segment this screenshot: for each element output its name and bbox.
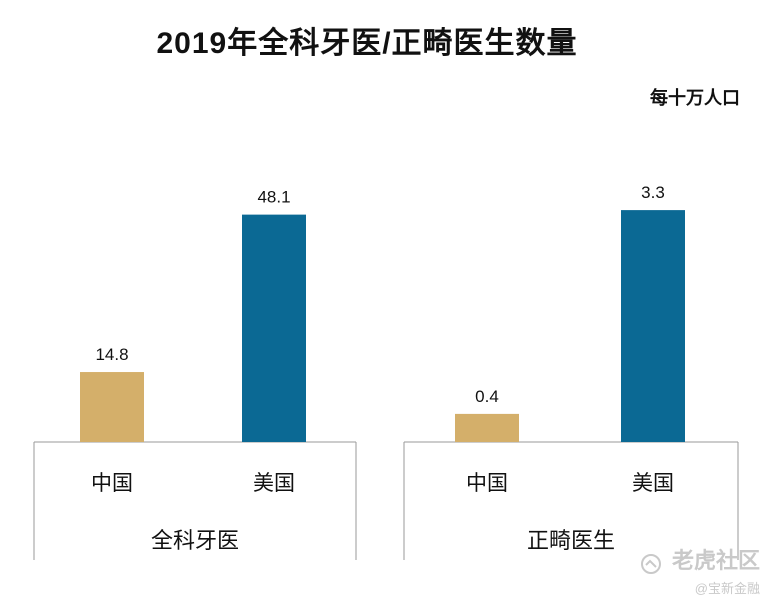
watermark-main: 老虎社区 [671,548,760,573]
data-label: 3.3 [641,183,665,202]
group-label: 全科牙医 [151,528,239,553]
bar-usa [621,210,685,442]
data-label: 14.8 [95,345,128,364]
group-label: 正畸医生 [527,528,615,553]
chart-title: 2019年全科牙医/正畸医生数量 [156,27,578,60]
bar-usa [242,214,306,442]
x-tick-label: 美国 [632,472,674,495]
data-label: 48.1 [257,188,290,207]
x-tick-label: 美国 [253,472,295,495]
unit-label: 每十万人口 [650,88,740,108]
bar-china [80,372,144,442]
bar-china [455,413,519,442]
x-tick-label: 中国 [91,472,133,495]
data-label: 0.4 [475,387,499,406]
tiger-logo-icon [641,554,661,574]
x-tick-label: 中国 [466,472,508,495]
watermark-sub: @宝新金融 [694,581,760,596]
